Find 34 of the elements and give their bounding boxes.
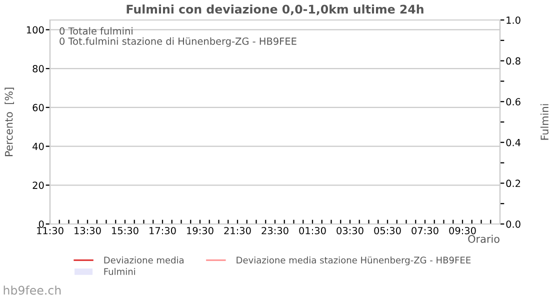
x-tick-label: 09:30 [449,226,476,234]
legend-label: Deviazione media [104,256,184,264]
x-tick-label: 05:30 [374,226,401,234]
y-tick-label: 60 [32,104,44,112]
y2-tick-label: 0.0 [506,220,520,228]
x-tick-label: 23:30 [262,226,288,234]
y-tick-label: 20 [32,182,44,189]
x-tick-label: 17:30 [150,226,176,234]
x-tick-label: 11:30 [37,226,64,234]
legend-label: Deviazione media stazione Hünenberg-ZG - HB9FEE [236,256,471,266]
y-tick-label: 80 [32,65,44,72]
y2-tick-label: 1.0 [506,16,520,24]
y2-tick-label: 0.8 [506,57,520,65]
x-tick-label: 13:30 [74,226,101,234]
y2-tick-label: 0.6 [506,98,520,106]
x-tick-label: 21:30 [224,226,251,234]
x-tick-label: 15:30 [112,226,138,234]
legend-label: Fulmini [104,268,136,275]
y-tick-label: 40 [32,142,44,150]
x-tick-label: 03:30 [336,226,364,234]
x-tick-label: 07:30 [412,226,438,234]
y2-axis-title: Fulmini [540,104,549,140]
annotation: 0 Totale fulmini [60,27,132,35]
x-tick-label: 01:30 [299,226,326,234]
y2-tick-label: 0.2 [506,180,520,188]
y-tick-label: 0 [38,220,44,228]
chart-title: Fulmini con deviazione 0,0-1,0km ultime 24h [126,4,424,16]
x-axis-title: Orario [468,234,500,243]
text: hb9fee.ch [4,286,61,295]
annotation: 0 Tot.fulmini stazione di Hünenberg-ZG - HB9FEE [60,37,296,47]
x-tick-label: 19:30 [187,226,214,234]
y-axis-title: Percento [%] [4,88,14,156]
y-tick-label: 100 [26,26,44,34]
y2-tick-label: 0.4 [506,138,520,146]
